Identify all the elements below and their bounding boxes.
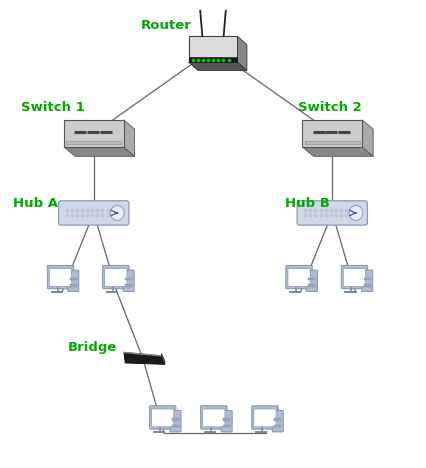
Bar <box>172 425 179 427</box>
Circle shape <box>110 205 124 220</box>
FancyBboxPatch shape <box>343 269 366 286</box>
Bar <box>364 285 371 287</box>
Polygon shape <box>188 62 247 70</box>
FancyBboxPatch shape <box>49 269 72 286</box>
Text: Hub A: Hub A <box>13 197 58 210</box>
FancyBboxPatch shape <box>201 406 227 429</box>
Text: Hub B: Hub B <box>285 197 330 210</box>
Polygon shape <box>238 36 247 70</box>
Bar <box>125 278 132 280</box>
Text: Bridge: Bridge <box>68 341 118 354</box>
Polygon shape <box>302 147 373 156</box>
Bar <box>274 425 281 427</box>
Polygon shape <box>188 57 238 62</box>
Circle shape <box>349 205 363 220</box>
FancyBboxPatch shape <box>170 410 181 432</box>
FancyBboxPatch shape <box>362 270 373 292</box>
FancyBboxPatch shape <box>203 409 225 427</box>
FancyBboxPatch shape <box>306 270 317 292</box>
FancyBboxPatch shape <box>286 265 312 289</box>
Bar <box>364 278 371 280</box>
Polygon shape <box>302 120 362 147</box>
Polygon shape <box>305 141 360 144</box>
Polygon shape <box>124 352 165 364</box>
Text: Router: Router <box>141 19 191 32</box>
Polygon shape <box>64 147 135 156</box>
Bar <box>125 285 132 287</box>
FancyBboxPatch shape <box>152 409 174 427</box>
Bar <box>172 418 179 421</box>
FancyBboxPatch shape <box>272 410 283 432</box>
Bar <box>70 278 77 280</box>
Polygon shape <box>124 120 135 156</box>
FancyBboxPatch shape <box>105 269 127 286</box>
FancyBboxPatch shape <box>103 265 129 289</box>
FancyBboxPatch shape <box>252 406 278 429</box>
FancyBboxPatch shape <box>150 406 176 429</box>
Text: Switch 2: Switch 2 <box>298 101 362 114</box>
FancyBboxPatch shape <box>68 270 79 292</box>
Polygon shape <box>161 353 165 364</box>
FancyBboxPatch shape <box>297 201 367 225</box>
Bar <box>308 285 315 287</box>
FancyBboxPatch shape <box>47 265 74 289</box>
Polygon shape <box>64 120 124 147</box>
Bar <box>274 418 281 421</box>
Text: Switch 1: Switch 1 <box>21 101 85 114</box>
FancyBboxPatch shape <box>254 409 276 427</box>
FancyBboxPatch shape <box>288 269 310 286</box>
Bar <box>223 418 230 421</box>
FancyBboxPatch shape <box>341 265 368 289</box>
FancyBboxPatch shape <box>59 201 129 225</box>
Bar <box>308 278 315 280</box>
Polygon shape <box>362 120 373 156</box>
FancyBboxPatch shape <box>123 270 134 292</box>
Polygon shape <box>188 36 238 62</box>
Bar <box>70 285 77 287</box>
Bar <box>223 425 230 427</box>
Polygon shape <box>66 141 121 144</box>
FancyBboxPatch shape <box>221 410 232 432</box>
